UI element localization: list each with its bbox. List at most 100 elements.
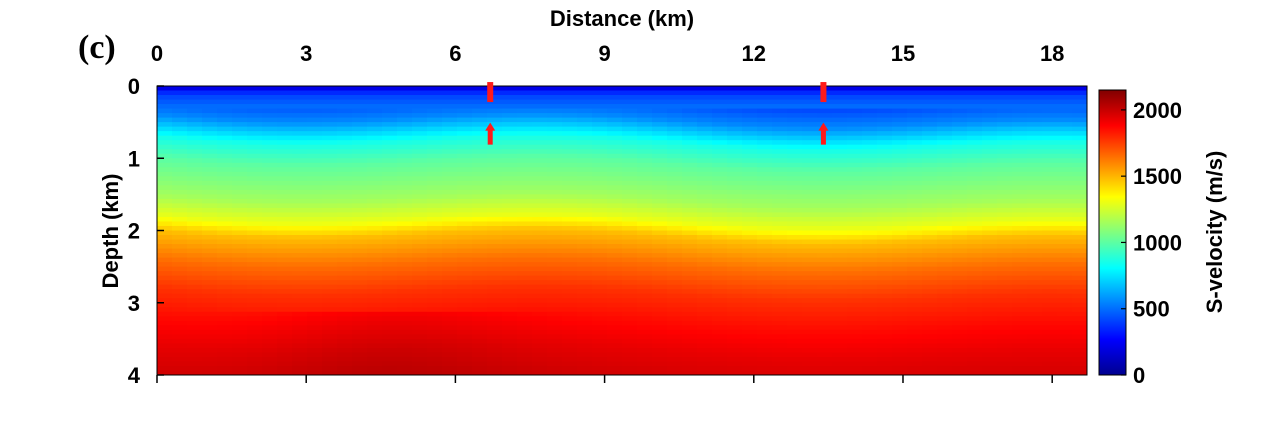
heatmap-cell xyxy=(187,325,203,331)
heatmap-cell xyxy=(322,212,338,218)
heatmap-cell xyxy=(367,144,383,150)
heatmap-cell xyxy=(157,370,173,375)
heatmap-cell xyxy=(847,99,863,105)
heatmap-cell xyxy=(472,316,488,322)
heatmap-cell xyxy=(967,244,983,250)
heatmap-cell xyxy=(517,221,533,227)
heatmap-cell xyxy=(247,311,263,317)
heatmap-cell xyxy=(787,162,803,168)
heatmap-cell xyxy=(472,275,488,281)
heatmap-cell xyxy=(292,221,308,227)
heatmap-cell xyxy=(697,266,713,272)
heatmap-cell xyxy=(232,284,248,290)
heatmap-cell xyxy=(292,280,308,286)
heatmap-cell xyxy=(307,198,323,205)
heatmap-cell xyxy=(1072,122,1087,128)
heatmap-cell xyxy=(532,370,548,375)
heatmap-cell xyxy=(1057,86,1073,92)
heatmap-cell xyxy=(862,316,878,322)
heatmap-cell xyxy=(262,194,278,200)
heatmap-cell xyxy=(172,149,188,155)
heatmap-cell xyxy=(547,320,563,326)
heatmap-cell xyxy=(952,95,968,101)
heatmap-cell xyxy=(1072,140,1087,146)
heatmap-cell xyxy=(382,244,398,250)
heatmap-cell xyxy=(367,356,383,363)
heatmap-cell xyxy=(262,356,278,363)
heatmap-cell xyxy=(907,298,923,304)
heatmap-cell xyxy=(637,244,653,250)
heatmap-cell xyxy=(637,370,653,375)
heatmap-cell xyxy=(997,104,1013,110)
heatmap-cell xyxy=(397,117,413,123)
heatmap-cell xyxy=(607,131,623,137)
heatmap-cell xyxy=(832,90,848,96)
heatmap-cell xyxy=(322,167,338,173)
heatmap-cell xyxy=(742,203,758,209)
heatmap-cell xyxy=(562,239,578,245)
heatmap-cell xyxy=(1012,185,1028,191)
heatmap-cell xyxy=(307,338,323,344)
heatmap-cell xyxy=(892,361,908,367)
heatmap-cell xyxy=(982,216,998,223)
heatmap-cell xyxy=(172,216,188,223)
heatmap-cell xyxy=(1072,257,1087,263)
heatmap-cell xyxy=(982,325,998,331)
heatmap-cell xyxy=(622,99,638,105)
heatmap-cell xyxy=(652,262,668,268)
heatmap-cell xyxy=(487,171,503,177)
heatmap-cell xyxy=(622,284,638,290)
heatmap-cell xyxy=(907,370,923,375)
heatmap-cell xyxy=(817,235,833,241)
heatmap-cell xyxy=(742,343,758,349)
heatmap-cell xyxy=(877,239,893,245)
heatmap-cell xyxy=(817,225,833,232)
heatmap-cell xyxy=(862,298,878,304)
heatmap-cell xyxy=(487,320,503,326)
heatmap-cell xyxy=(847,271,863,277)
heatmap-cell xyxy=(727,361,743,367)
heatmap-cell xyxy=(892,338,908,344)
heatmap-cell xyxy=(802,198,818,205)
heatmap-cell xyxy=(307,352,323,358)
heatmap-cell xyxy=(442,311,458,317)
heatmap-cell xyxy=(412,189,428,195)
heatmap-cell xyxy=(667,189,683,195)
heatmap-cell xyxy=(352,198,368,205)
heatmap-cell xyxy=(637,302,653,308)
heatmap-cell xyxy=(712,171,728,177)
heatmap-cell xyxy=(1027,90,1043,96)
heatmap-cell xyxy=(637,194,653,200)
heatmap-cell xyxy=(247,167,263,173)
heatmap-cell xyxy=(907,289,923,295)
heatmap-cell xyxy=(757,203,773,209)
heatmap-cell xyxy=(277,316,293,322)
heatmap-cell xyxy=(232,221,248,227)
heatmap-cell xyxy=(172,113,188,119)
heatmap-cell xyxy=(232,329,248,335)
heatmap-cell xyxy=(487,280,503,286)
heatmap-cell xyxy=(742,244,758,250)
heatmap-cell xyxy=(997,171,1013,177)
heatmap-cell xyxy=(502,117,518,123)
heatmap-cell xyxy=(307,104,323,110)
heatmap-cell xyxy=(187,153,203,159)
heatmap-cell xyxy=(682,95,698,101)
heatmap-cell xyxy=(1072,185,1087,191)
heatmap-cell xyxy=(367,338,383,344)
heatmap-cell xyxy=(277,149,293,155)
heatmap-cell xyxy=(607,266,623,272)
heatmap-cell xyxy=(517,167,533,173)
heatmap-cell xyxy=(277,108,293,114)
heatmap-cell xyxy=(232,225,248,232)
heatmap-cell xyxy=(937,86,953,92)
heatmap-cell xyxy=(817,289,833,295)
heatmap-cell xyxy=(817,189,833,195)
heatmap-cell xyxy=(172,135,188,141)
heatmap-cell xyxy=(502,180,518,186)
heatmap-cell xyxy=(952,230,968,236)
heatmap-cell xyxy=(262,271,278,277)
heatmap-cell xyxy=(367,135,383,141)
heatmap-cell xyxy=(457,131,473,137)
heatmap-cell xyxy=(1042,203,1058,209)
